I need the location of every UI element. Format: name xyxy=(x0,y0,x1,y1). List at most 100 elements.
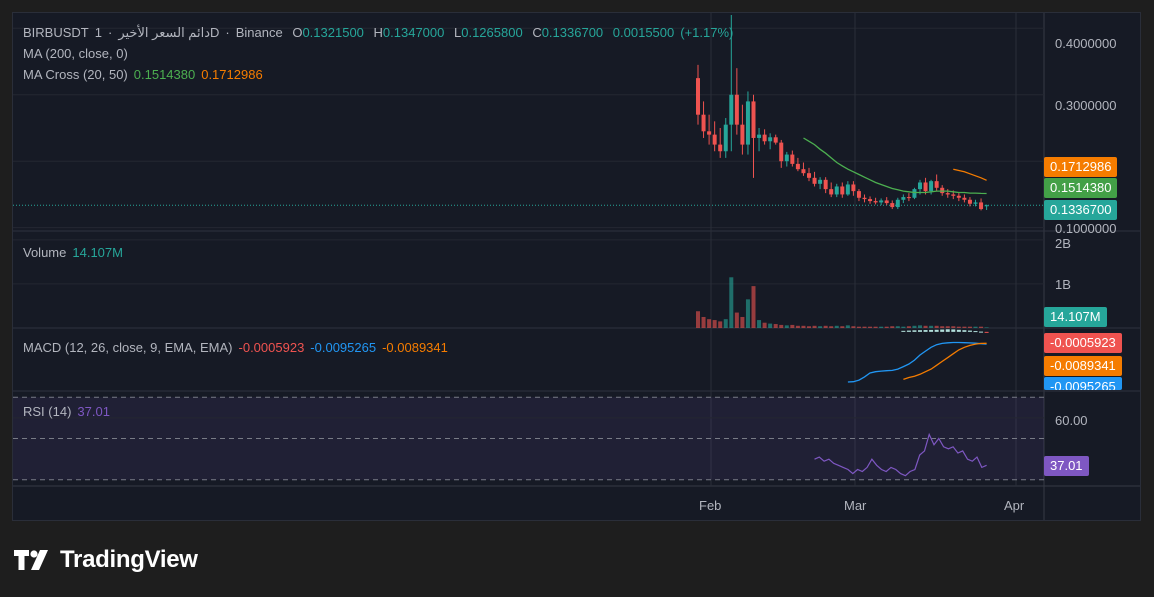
volume-bar xyxy=(834,325,839,328)
exchange-text: Binance xyxy=(235,25,283,40)
candle-body xyxy=(984,205,989,207)
macd-hist-bar xyxy=(906,330,911,332)
tradingview-logo-icon xyxy=(14,550,48,570)
volume-bar xyxy=(790,324,795,328)
volume-bar xyxy=(906,326,911,328)
candle-body xyxy=(745,101,750,145)
open-label: O xyxy=(292,25,303,40)
volume-bar xyxy=(718,321,723,328)
close-label: C xyxy=(532,25,542,40)
macd-hist-bar xyxy=(967,330,972,332)
candle-body xyxy=(901,197,906,200)
macd-legend[interactable]: MACD (12, 26, close, 9, EMA, EMA) -0.0005… xyxy=(23,340,454,356)
volume-bar xyxy=(956,326,961,328)
price-tick-100: 0.1000000 xyxy=(1055,221,1117,236)
timeframe-text: D xyxy=(209,25,220,40)
candle-body xyxy=(812,177,817,184)
tradingview-logo[interactable]: TradingView xyxy=(14,545,198,575)
chart-canvas[interactable] xyxy=(13,13,1141,521)
candle-body xyxy=(929,181,934,192)
contract-type-text: دائم السعر الأخير xyxy=(118,25,210,40)
ma-cross-legend[interactable]: MA Cross (20, 50) 0.1514380 0.1712986 xyxy=(23,67,269,83)
macd-hist-tag: -0.0005923 xyxy=(1044,333,1122,353)
candle-body xyxy=(751,101,756,138)
volume-bar xyxy=(807,326,811,328)
volume-bar xyxy=(812,325,817,328)
candle-body xyxy=(918,182,922,190)
candle-body xyxy=(912,189,917,198)
candle-body xyxy=(951,194,956,196)
volume-bar xyxy=(984,327,989,328)
rsi-legend[interactable]: RSI (14) 37.01 xyxy=(23,404,116,420)
rsi-label: RSI (14) xyxy=(23,404,72,419)
change-value: 0.0015500 xyxy=(612,25,675,40)
volume-bar xyxy=(801,325,806,328)
macd-hist-bar xyxy=(979,331,984,333)
rsi-tick-60: 60.00 xyxy=(1055,413,1088,428)
low-value: 0.1265800 xyxy=(461,25,523,40)
candle-body xyxy=(707,131,712,135)
volume-bar xyxy=(967,326,972,328)
candle-body xyxy=(712,134,717,145)
macd-hist-bar xyxy=(973,331,978,333)
symbol-legend: BIRBUSDT 1 · دائم السعر الأخيرD · Binance O0.… xyxy=(23,25,734,40)
candle-body xyxy=(906,197,911,199)
close-value: 0.1336700 xyxy=(541,25,604,40)
ma-legend[interactable]: MA (200, close, 0) xyxy=(23,46,134,62)
volume-bar xyxy=(851,326,856,328)
price-tick-300: 0.3000000 xyxy=(1055,98,1117,113)
volume-bar xyxy=(895,326,900,328)
candle-body xyxy=(862,197,867,200)
volume-bar xyxy=(979,326,984,328)
volume-value: 14.107M xyxy=(72,245,123,260)
candle-body xyxy=(973,202,978,204)
volume-bar xyxy=(829,326,834,328)
ma-fast-value: 0.1514380 xyxy=(133,67,196,82)
volume-legend[interactable]: Volume 14.107M xyxy=(23,245,129,261)
volume-bar xyxy=(868,326,873,328)
candle-body xyxy=(829,189,834,195)
last-price-tag: 0.1336700 xyxy=(1044,200,1118,220)
candle-body xyxy=(834,186,839,195)
volume-bar xyxy=(757,320,762,328)
candle-body xyxy=(784,154,789,162)
candle-body xyxy=(856,191,861,198)
ma-fast-line xyxy=(803,137,987,195)
macd-signal-tag: -0.0089341 xyxy=(1044,356,1122,376)
symbol-text[interactable]: BIRBUSDT xyxy=(23,25,89,40)
volume-bar xyxy=(845,325,850,328)
volume-bar xyxy=(879,326,884,328)
time-label-feb: Feb xyxy=(699,498,722,513)
candle-body xyxy=(890,203,895,208)
candle-body xyxy=(779,142,784,162)
candle-body xyxy=(701,114,706,132)
volume-bar xyxy=(734,312,739,328)
high-value: 0.1347000 xyxy=(382,25,445,40)
ma-label: MA (200, close, 0) xyxy=(23,46,128,61)
candle-body xyxy=(879,200,884,203)
candle-body xyxy=(851,184,856,192)
candle-body xyxy=(696,78,700,115)
macd-hist-bar xyxy=(956,329,961,332)
candle-body xyxy=(962,197,967,200)
candle-body xyxy=(967,199,972,204)
macd-hist-bar xyxy=(918,330,922,332)
macd-hist-value: -0.0005923 xyxy=(238,340,305,355)
volume-bar xyxy=(768,323,773,328)
volume-bar xyxy=(723,319,728,328)
candle-body xyxy=(790,154,795,164)
price-tick-400: 0.4000000 xyxy=(1055,36,1117,51)
interval-text: 1 xyxy=(94,25,102,40)
volume-label: Volume xyxy=(23,245,67,260)
time-label-mar: Mar xyxy=(844,498,867,513)
candle-body xyxy=(923,182,928,192)
ma-slow-line xyxy=(953,168,987,181)
macd-value: -0.0095265 xyxy=(310,340,377,355)
macd-hist-bar xyxy=(951,329,956,332)
volume-bar xyxy=(873,326,878,328)
chart-frame[interactable]: BIRBUSDT 1 · دائم السعر الأخيرD · Binance O0.… xyxy=(12,12,1141,521)
candle-body xyxy=(823,179,828,190)
candle-body xyxy=(773,137,778,143)
candle-body xyxy=(718,144,723,152)
volume-tick-2b: 2B xyxy=(1055,236,1071,251)
